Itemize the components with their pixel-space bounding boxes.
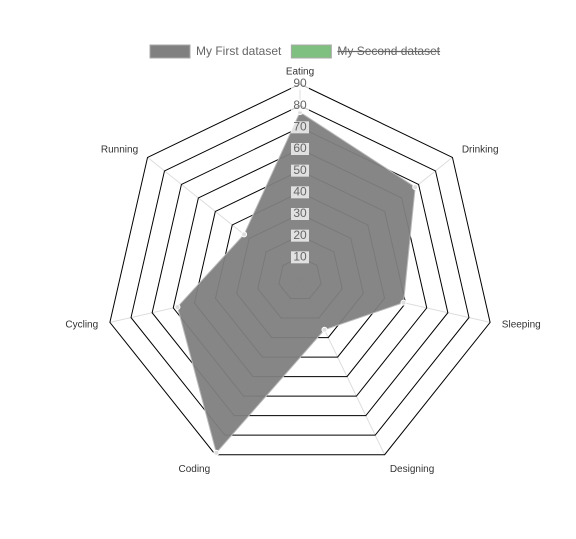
legend-swatch[interactable] [149,44,191,59]
data-point [400,299,407,306]
tick-backdrop [291,208,309,220]
data-point [213,449,220,456]
tick-label: 90 [293,76,307,90]
tick-backdrop [291,121,309,134]
tick-backdrop [291,251,309,264]
legend-label[interactable]: My Second dataset [337,44,440,58]
tick-label: 20 [293,228,307,242]
grid-line [109,83,491,456]
tick-backdrop [291,186,309,199]
tick-backdrop [291,99,309,112]
legend-label[interactable]: My First dataset [196,44,282,58]
tick-label: 50 [293,163,307,177]
tick-label: 80 [293,98,307,112]
point-label: Eating [286,67,314,78]
dataset-area [176,111,416,454]
point-label: Coding [178,464,210,475]
tick-label: 30 [293,206,307,220]
tick-backdrop [291,78,309,90]
tick-label: 40 [293,185,307,199]
tick-backdrop [291,229,309,242]
point-label: Sleeping [502,320,541,331]
data-point [241,231,248,238]
grid-line [151,126,449,417]
grid-line [130,105,470,436]
point-label: Cycling [65,320,98,331]
data-point [174,303,181,310]
point-label: Drinking [462,145,499,156]
tick-backdrop [291,164,309,177]
tick-backdrop [291,143,309,155]
legend-swatch[interactable] [290,44,332,59]
tick-label: 10 [293,250,307,264]
data-point [321,326,328,333]
tick-label: 70 [293,120,307,134]
tick-label: 60 [293,141,307,155]
point-label: Designing [390,464,434,475]
point-label: Running [101,145,138,156]
data-point [412,184,419,191]
